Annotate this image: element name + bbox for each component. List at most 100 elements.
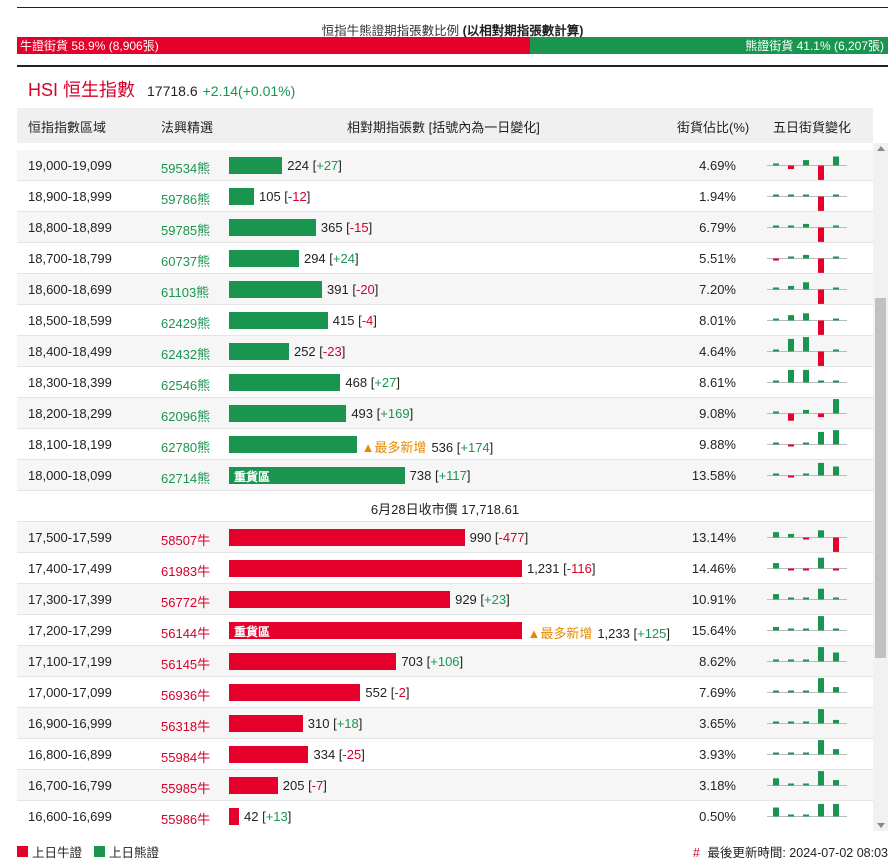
warrant-code-link[interactable]: 62096熊	[161, 409, 211, 424]
count-cell: 252 [-23]	[294, 344, 345, 359]
bull-row[interactable]: 16,900-16,999 56318牛 310 [+18] 3.65%	[17, 708, 873, 739]
spark-bar	[773, 349, 779, 352]
bear-count-bar: 重貨區	[229, 467, 405, 484]
scrollbar-thumb[interactable]	[875, 298, 886, 658]
spark-bar	[773, 807, 779, 817]
bull-row[interactable]: 16,600-16,699 55986牛 42 [+13] 0.50%	[17, 801, 873, 831]
range-cell: 17,100-17,199	[28, 654, 112, 669]
bear-row[interactable]: 18,400-18,499 62432熊 252 [-23] 4.64%	[17, 336, 873, 367]
warrant-code-link[interactable]: 56772牛	[161, 595, 211, 610]
share-pct: 0.50%	[699, 809, 736, 824]
warrant-code-link[interactable]: 56145牛	[161, 657, 211, 672]
warrant-code-link[interactable]: 62546熊	[161, 378, 211, 393]
bull-row[interactable]: 17,500-17,599 58507牛 990 [-477] 13.14%	[17, 522, 873, 553]
spark-bar	[818, 462, 824, 476]
bear-row[interactable]: 18,600-18,699 61103熊 391 [-20] 7.20%	[17, 274, 873, 305]
warrant-code-link[interactable]: 58507牛	[161, 533, 211, 548]
count-cell: ▲最多新增 1,233 [+125]	[527, 623, 670, 642]
warrant-code-link[interactable]: 56318牛	[161, 719, 211, 734]
count-value: 990	[469, 530, 495, 545]
bull-count-bar: 重貨區	[229, 622, 523, 639]
header-spark: 五日街貨變化	[773, 120, 852, 135]
warrant-code-link[interactable]: 55984牛	[161, 750, 211, 765]
share-pct: 3.93%	[699, 747, 736, 762]
share-pct: 1.94%	[699, 189, 736, 204]
spark-bar	[788, 783, 794, 786]
count-cell: 1,231 [-116]	[527, 561, 595, 576]
bracket-open: [	[358, 313, 362, 328]
bear-count-bar	[229, 188, 254, 205]
close-price-divider: 6月28日收市價 17,718.61	[17, 491, 873, 522]
five-day-spark	[767, 313, 847, 335]
spark-bar	[773, 318, 779, 321]
warrant-code-link[interactable]: 60737熊	[161, 254, 211, 269]
bear-ratio-segment: 熊證街貨 41.1% (6,207張)	[530, 37, 888, 54]
count-change: +27	[374, 375, 397, 390]
bull-row[interactable]: 17,100-17,199 56145牛 703 [+106] 8.62%	[17, 646, 873, 677]
bear-count-bar	[229, 219, 316, 236]
bull-row[interactable]: 17,200-17,299 56144牛 重貨區 ▲最多新增 1,233 [+125] 1…	[17, 615, 873, 646]
five-day-spark	[767, 156, 847, 180]
bracket-close: ]	[466, 468, 471, 483]
bear-row[interactable]: 18,100-18,199 62780熊 ▲最多新增 536 [+174] 9.88%	[17, 429, 873, 460]
spark-bar	[818, 740, 824, 755]
warrant-code-link[interactable]: 56144牛	[161, 626, 211, 641]
five-day-spark	[767, 588, 847, 600]
spark-bar	[803, 659, 809, 662]
scroll-up-arrow-icon[interactable]	[877, 146, 885, 151]
spark-bar	[818, 647, 824, 662]
warrant-code-link[interactable]: 62429熊	[161, 316, 211, 331]
bracket-open: [	[370, 375, 375, 390]
last-updated-text: 最後更新時間: 2024-07-02 08:03	[707, 846, 888, 860]
bear-row[interactable]: 18,900-18,999 59786熊 105 [-12] 1.94%	[17, 181, 873, 212]
warrant-code-link[interactable]: 62432熊	[161, 347, 211, 362]
spark-bar	[803, 194, 809, 197]
bull-row[interactable]: 17,000-17,099 56936牛 552 [-2] 7.69%	[17, 677, 873, 708]
most-added-label: ▲最多新增	[527, 626, 593, 641]
count-change: +27	[316, 158, 339, 173]
warrant-code-link[interactable]: 56936牛	[161, 688, 211, 703]
spark-bar	[788, 752, 794, 755]
table-body[interactable]: 19,000-19,099 59534熊 224 [+27] 4.69% 18,900-…	[17, 143, 873, 831]
bear-row[interactable]: 18,300-18,399 62546熊 468 [+27] 8.61%	[17, 367, 873, 398]
spark-bar	[818, 380, 824, 383]
warrant-code-link[interactable]: 62780熊	[161, 440, 211, 455]
spark-bar	[803, 337, 809, 352]
warrant-code-link[interactable]: 61983牛	[161, 564, 211, 579]
bear-row[interactable]: 18,000-18,099 62714熊 重貨區 738 [+117] 13.58%	[17, 460, 873, 491]
warrant-code-link[interactable]: 59785熊	[161, 223, 211, 238]
bear-row[interactable]: 18,700-18,799 60737熊 294 [+24] 5.51%	[17, 243, 873, 274]
range-cell: 18,300-18,399	[28, 375, 112, 390]
count-cell: 493 [+169]	[351, 406, 413, 421]
bear-row[interactable]: 18,800-18,899 59785熊 365 [-15] 6.79%	[17, 212, 873, 243]
warrant-code-link[interactable]: 55986牛	[161, 812, 211, 827]
count-cell: 990 [-477]	[470, 530, 529, 545]
bull-count-bar	[229, 715, 303, 732]
bull-row[interactable]: 17,400-17,499 61983牛 1,231 [-116] 14.46%	[17, 553, 873, 584]
bull-row[interactable]: 17,300-17,399 56772牛 929 [+23] 10.91%	[17, 584, 873, 615]
bull-row[interactable]: 16,800-16,899 55984牛 334 [-25] 3.93%	[17, 739, 873, 770]
bull-row[interactable]: 16,700-16,799 55985牛 205 [-7] 3.18%	[17, 770, 873, 801]
bear-row[interactable]: 19,000-19,099 59534熊 224 [+27] 4.69%	[17, 150, 873, 181]
spark-bar	[818, 616, 824, 631]
count-value: 415	[332, 313, 359, 328]
spark-bar	[773, 411, 779, 414]
header-pct: 街貨佔比(%)	[677, 120, 750, 135]
bear-row[interactable]: 18,200-18,299 62096熊 493 [+169] 9.08%	[17, 398, 873, 429]
warrant-code-link[interactable]: 61103熊	[161, 285, 210, 300]
share-pct: 5.51%	[699, 251, 736, 266]
bull-count-bar	[229, 591, 451, 608]
warrant-code-link[interactable]: 59534熊	[161, 161, 211, 176]
bracket-open: [	[308, 778, 312, 793]
spark-bar	[833, 318, 839, 321]
warrant-code-link[interactable]: 55985牛	[161, 781, 211, 796]
count-change: -15	[349, 220, 369, 235]
bear-row[interactable]: 18,500-18,599 62429熊 415 [-4] 8.01%	[17, 305, 873, 336]
warrant-code-link[interactable]: 59786熊	[161, 192, 211, 207]
spark-bar	[788, 194, 794, 197]
warrant-code-link[interactable]: 62714熊	[161, 471, 211, 486]
last-updated: # 最後更新時間: 2024-07-02 08:03	[693, 842, 888, 861]
scroll-down-arrow-icon[interactable]	[877, 823, 885, 828]
count-cell: 42 [+13]	[244, 809, 291, 824]
bear-count-bar	[229, 343, 289, 360]
